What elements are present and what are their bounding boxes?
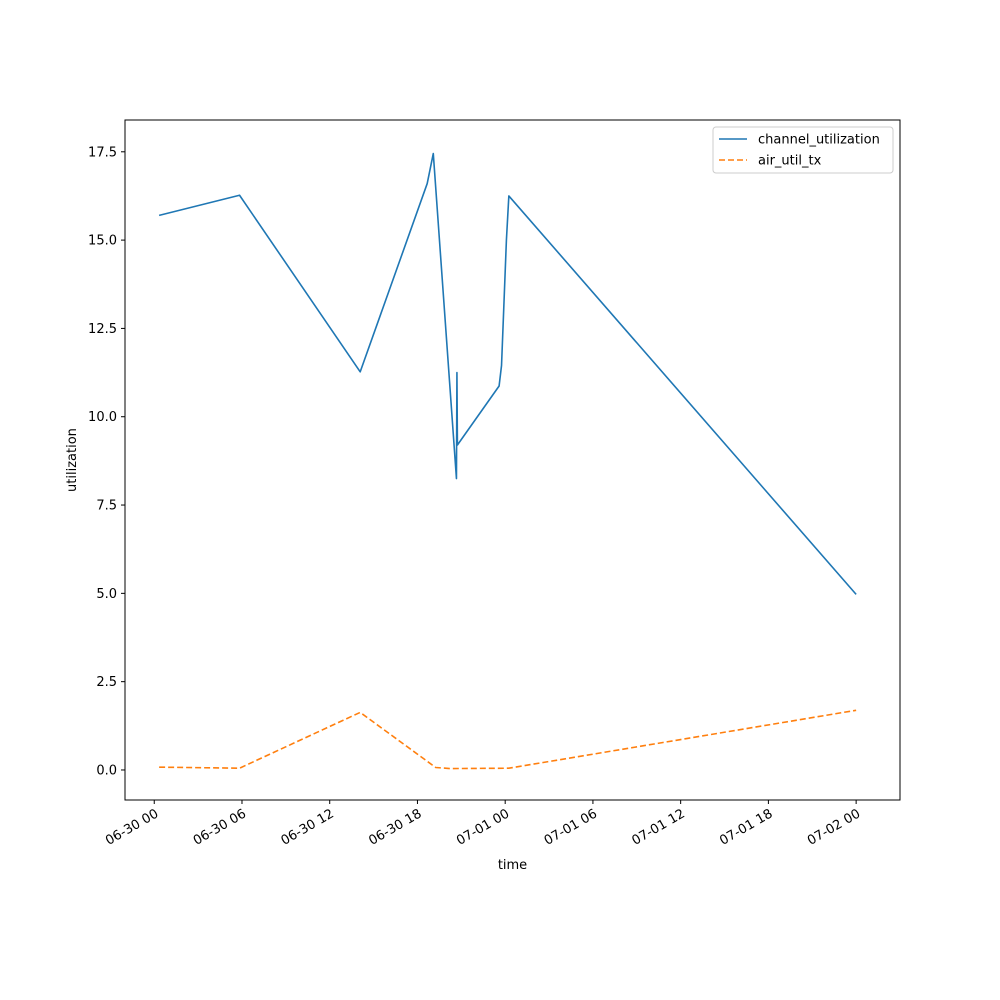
legend: channel_utilization air_util_tx [712, 126, 894, 174]
y-tick-label: 17.5 [88, 145, 117, 160]
y-tick-label: 2.5 [96, 675, 117, 690]
plot-frame [124, 119, 901, 801]
series-line-channel-utilization [158, 152, 857, 595]
series-line-air-util-tx [159, 709, 857, 770]
legend-label-channel-utilization: channel_utilization [758, 133, 880, 148]
y-tick-label: 12.5 [88, 322, 117, 337]
legend-box [712, 126, 894, 174]
y-tick-label: 5.0 [96, 587, 117, 602]
series-layer [158, 152, 857, 770]
y-tick-label: 7.5 [96, 499, 117, 514]
y-tick-label: 15.0 [88, 234, 117, 249]
y-axis-label: utilization [65, 428, 80, 492]
y-tick-label: 10.0 [88, 410, 117, 425]
y-tick-label: 0.0 [96, 763, 117, 778]
legend-label-air-util-tx: air_util_tx [758, 154, 822, 169]
x-axis-label: time [498, 858, 527, 873]
